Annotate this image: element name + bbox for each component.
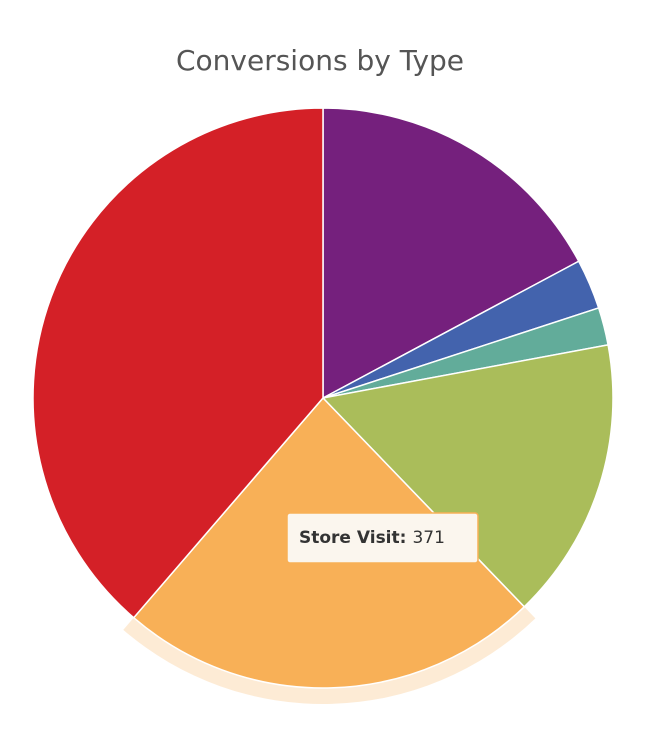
tooltip-box	[286, 512, 479, 564]
tooltip: Store Visit: 371	[286, 512, 479, 564]
tooltip-label: Store Visit	[299, 528, 400, 548]
tooltip-text: Store Visit: 371	[299, 528, 445, 548]
pie-slice	[322, 107, 580, 400]
tooltip-sep: :	[400, 528, 407, 548]
pie-slice	[321, 343, 614, 608]
chart-title: Conversions by Type	[176, 44, 464, 77]
pie	[32, 107, 614, 704]
hover-halo	[123, 606, 536, 704]
pie-slice	[32, 107, 324, 619]
tooltip-value: 371	[412, 528, 444, 548]
